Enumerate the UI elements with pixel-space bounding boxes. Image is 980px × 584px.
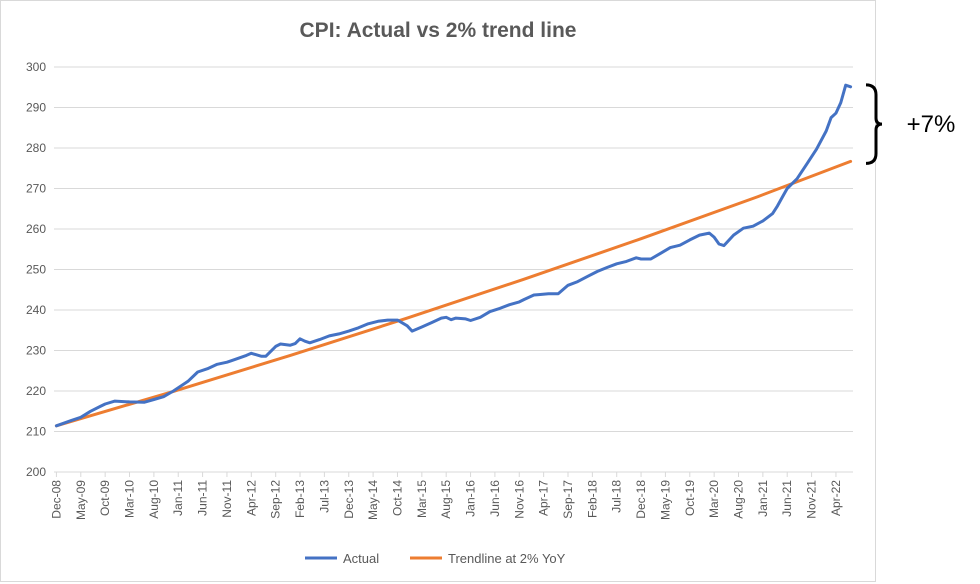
y-tick-label: 270 (26, 182, 46, 196)
y-tick-label: 280 (26, 141, 46, 155)
bracket-annotation: +7% (865, 83, 956, 165)
x-tick-label: Aug-20 (732, 480, 746, 519)
x-axis-ticks: Dec-08 May-09 Oct-09 Mar-10 Aug-10 Jan-11 Jun-… (49, 472, 843, 520)
y-tick-label: 260 (26, 222, 46, 236)
series-line-actual (54, 83, 853, 428)
y-tick-label: 300 (26, 60, 46, 74)
x-tick-label: Sep-17 (561, 480, 575, 519)
chart-frame (0, 0, 876, 582)
x-tick-label: Jan-11 (171, 480, 185, 516)
gridlines (54, 66, 853, 473)
x-tick-label: Jan-21 (756, 480, 770, 517)
x-tick-label: Jun-16 (488, 480, 502, 517)
y-tick-label: 250 (26, 263, 46, 277)
annotation-label: +7% (907, 111, 956, 138)
x-tick-label: May-19 (658, 480, 672, 520)
chart-title: CPI: Actual vs 2% trend line (300, 19, 577, 42)
x-tick-label: Jan-16 (464, 480, 478, 517)
series-lines (54, 83, 853, 428)
x-tick-label: Jun-11 (196, 480, 210, 516)
curly-bracket (865, 83, 883, 165)
y-tick-label: 240 (26, 303, 46, 317)
x-tick-label: Mar-10 (123, 480, 137, 518)
x-tick-label: Aug-15 (439, 480, 453, 519)
y-tick-label: 210 (26, 425, 46, 439)
x-tick-label: Jun-21 (780, 480, 794, 517)
x-tick-label: Feb-18 (585, 480, 599, 518)
y-tick-label: 220 (26, 384, 46, 398)
x-tick-label: Feb-13 (293, 480, 307, 518)
legend-label: Actual (343, 551, 379, 566)
x-tick-label: Oct-14 (390, 480, 404, 516)
x-tick-label: Mar-15 (415, 480, 429, 518)
x-tick-label: Nov-16 (512, 480, 526, 519)
y-tick-label: 230 (26, 344, 46, 358)
legend: Actual Trendline at 2% YoY (305, 551, 566, 566)
x-tick-label: Oct-09 (98, 480, 112, 516)
y-tick-label: 200 (26, 465, 46, 479)
x-tick-label: Mar-20 (707, 480, 721, 518)
x-tick-label: May-14 (366, 480, 380, 520)
legend-label: Trendline at 2% YoY (448, 551, 566, 566)
series-line-trendline-at-2-yoy (54, 159, 853, 428)
x-tick-label: Dec-18 (634, 480, 648, 519)
x-tick-label: Apr-12 (244, 480, 258, 516)
x-tick-label: Jul-13 (317, 480, 331, 513)
x-tick-label: Oct-19 (683, 480, 697, 516)
x-tick-label: Nov-21 (805, 480, 819, 519)
x-tick-label: May-09 (74, 480, 88, 520)
x-tick-label: Jul-18 (610, 480, 624, 513)
x-tick-label: Apr-17 (537, 480, 551, 516)
x-tick-label: Aug-10 (147, 480, 161, 519)
y-tick-label: 290 (26, 101, 46, 115)
y-axis-ticks: 200 210 220 230 240 250 260 270 280 290 300 (26, 60, 46, 479)
x-tick-label: Dec-08 (49, 480, 63, 519)
x-tick-label: Dec-13 (342, 480, 356, 519)
x-tick-label: Nov-11 (220, 480, 234, 518)
x-tick-label: Apr-22 (829, 480, 843, 516)
x-tick-label: Sep-12 (269, 480, 283, 519)
